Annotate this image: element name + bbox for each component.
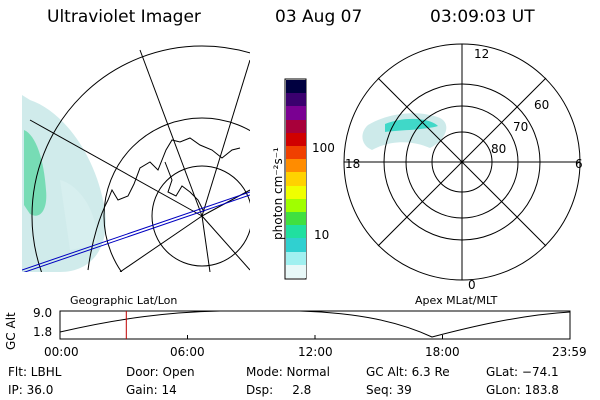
status-filter: Flt: LBHL	[8, 365, 62, 379]
colorbar-cell	[286, 106, 306, 120]
colorbar-cell	[286, 132, 306, 147]
status-glon: GLon: 183.8	[486, 383, 559, 397]
mlat-label-60: 60	[534, 98, 550, 112]
status-ip: IP: 36.0	[8, 383, 54, 397]
status-gc-alt: GC Alt: 6.3 Re	[366, 365, 450, 379]
mlat-label-80: 80	[491, 142, 507, 156]
colorbar-cell	[286, 212, 306, 226]
status-mode: Mode: Normal	[246, 365, 330, 379]
mlat-label-70: 70	[513, 120, 529, 134]
altitude-ylabel: GC Alt	[4, 312, 18, 350]
colorbar-cell	[286, 251, 306, 265]
colorbar-cell	[286, 185, 306, 199]
observation-time: 03:09:03 UT	[430, 7, 535, 27]
status-gain: Gain: 14	[126, 383, 177, 397]
mlt-label-0: 0	[468, 278, 476, 292]
colorbar-cell	[286, 159, 306, 173]
colorbar-cell	[286, 198, 306, 213]
polar-map	[343, 43, 581, 281]
altitude-xtick-4: 23:59	[552, 345, 587, 359]
mlt-label-18: 18	[345, 157, 361, 171]
colorbar-cell	[286, 93, 306, 107]
colorbar-cell	[286, 146, 306, 160]
colorbar-cell	[286, 80, 306, 94]
altitude-plot	[59, 310, 571, 340]
mlt-label-12: 12	[474, 47, 490, 61]
colorbar-cell	[286, 264, 306, 279]
polar-map-label: Apex MLat/MLT	[415, 294, 498, 307]
colorbar-label: photon cm⁻²s⁻¹	[271, 147, 285, 240]
altitude-xtick-3: 18:00	[425, 345, 460, 359]
status-dsp: Dsp: 2.8	[246, 383, 312, 397]
colorbar-cell	[286, 225, 306, 239]
colorbar-cell	[286, 238, 306, 252]
status-seq: Seq: 39	[366, 383, 412, 397]
colorbar-cell	[286, 172, 306, 186]
instrument-title: Ultraviolet Imager	[47, 7, 201, 27]
altitude-xtick-1: 06:00	[170, 345, 205, 359]
altitude-xtick-0: 00:00	[44, 345, 79, 359]
status-glat: GLat: −74.1	[486, 365, 559, 379]
altitude-ytick-9: 9.0	[33, 306, 53, 320]
altitude-xtick-2: 12:00	[298, 345, 333, 359]
mlt-label-6: 6	[575, 157, 583, 171]
colorbar-gradient	[286, 80, 306, 279]
altitude-ytick-1-8: 1.8	[33, 325, 53, 339]
colorbar-cell	[286, 119, 306, 133]
geographic-map-label: Geographic Lat/Lon	[70, 294, 178, 307]
status-door: Door: Open	[126, 365, 195, 379]
observation-date: 03 Aug 07	[275, 7, 363, 27]
aurora-emission-region	[22, 95, 106, 272]
colorbar-tick-10: 10	[314, 228, 330, 242]
colorbar-tick-100: 100	[312, 141, 335, 155]
